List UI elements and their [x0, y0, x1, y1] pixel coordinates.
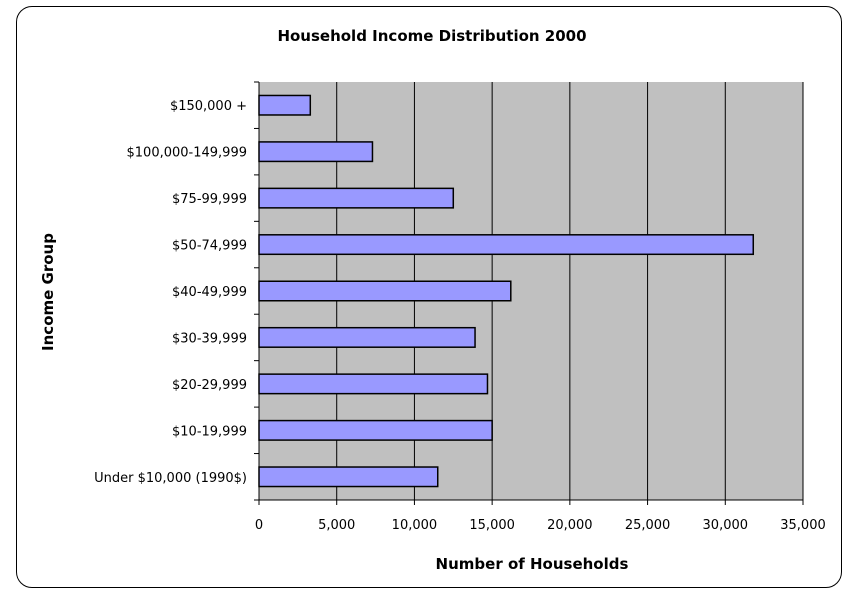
bars [258, 94, 755, 488]
x-tick-labels: 0 5,000 10,000 15,000 20,000 25,000 30,000 35,0… [255, 518, 826, 533]
bar [258, 326, 476, 348]
bar [258, 419, 493, 441]
y-tick-label: $150,000 + [170, 99, 247, 114]
x-tick-label: 35,000 [780, 518, 826, 533]
y-tick-label: $30-39,999 [172, 331, 247, 346]
x-tick-label: 30,000 [703, 518, 749, 533]
y-tick-label: $75-99,999 [172, 192, 247, 207]
x-tick-label: 0 [255, 518, 263, 533]
chart-title: Household Income Distribution 2000 [277, 27, 586, 45]
x-tick-label: 15,000 [469, 518, 515, 533]
bar [258, 187, 455, 209]
x-tick-label: 10,000 [392, 518, 438, 533]
x-tick-label: 25,000 [625, 518, 671, 533]
bar [258, 141, 374, 163]
bar [258, 94, 312, 116]
x-axis-title: Number of Households [436, 555, 629, 573]
x-tick-label: 5,000 [318, 518, 355, 533]
y-tick-label: Under $10,000 (1990$) [94, 471, 247, 486]
y-tick-label: $10-19,999 [172, 424, 247, 439]
bar [258, 280, 512, 302]
y-tick-labels: Under $10,000 (1990$) $10-19,999 $20-29,99… [94, 99, 247, 486]
y-tick-label: $50-74,999 [172, 239, 247, 254]
y-tick-label: $40-49,999 [172, 285, 247, 300]
x-tick-label: 20,000 [547, 518, 593, 533]
y-axis-title: Income Group [39, 233, 57, 351]
bar [258, 466, 439, 488]
bar [258, 373, 489, 395]
axes [254, 81, 804, 505]
bar [258, 234, 755, 256]
y-tick-label: $100,000-149,999 [127, 146, 247, 161]
y-tick-label: $20-29,999 [172, 378, 247, 393]
